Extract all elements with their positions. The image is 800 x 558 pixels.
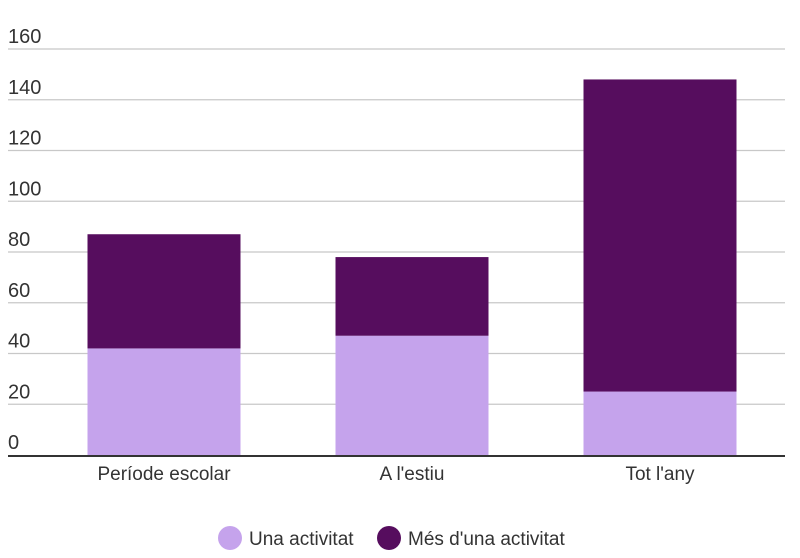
y-tick-label-20: 20 <box>8 381 30 403</box>
legend: Una activitat Més d'una activitat <box>218 526 565 550</box>
y-axis-tick-labels: 0 20 40 60 80 100 120 140 160 <box>8 26 41 454</box>
x-axis-category-labels: Període escolar A l'estiu Tot l'any <box>97 464 695 485</box>
legend-item-2: Més d'una activitat <box>377 526 565 550</box>
y-tick-label-40: 40 <box>8 331 30 353</box>
bar-2-series-2 <box>335 257 489 336</box>
x-tick-label-2: A l'estiu <box>380 464 445 485</box>
x-tick-label-1: Període escolar <box>97 464 231 485</box>
bar-1-series-1 <box>87 348 241 455</box>
bar-3-series-1 <box>583 391 737 455</box>
bars <box>87 79 737 455</box>
legend-swatch-1 <box>218 526 242 550</box>
y-tick-label-60: 60 <box>8 280 30 302</box>
y-tick-label-0: 0 <box>8 432 19 454</box>
bar-3-series-2 <box>583 79 737 392</box>
x-tick-label-3: Tot l'any <box>625 464 695 485</box>
y-tick-label-160: 160 <box>8 26 41 48</box>
y-tick-label-100: 100 <box>8 178 41 200</box>
legend-label-2: Més d'una activitat <box>408 529 565 550</box>
bar-2-series-1 <box>335 335 489 455</box>
y-tick-label-140: 140 <box>8 77 41 99</box>
legend-label-1: Una activitat <box>249 529 354 550</box>
legend-item-1: Una activitat <box>218 526 354 550</box>
y-tick-label-80: 80 <box>8 229 30 251</box>
legend-swatch-2 <box>377 526 401 550</box>
y-tick-label-120: 120 <box>8 128 41 150</box>
bar-1-series-2 <box>87 234 241 349</box>
